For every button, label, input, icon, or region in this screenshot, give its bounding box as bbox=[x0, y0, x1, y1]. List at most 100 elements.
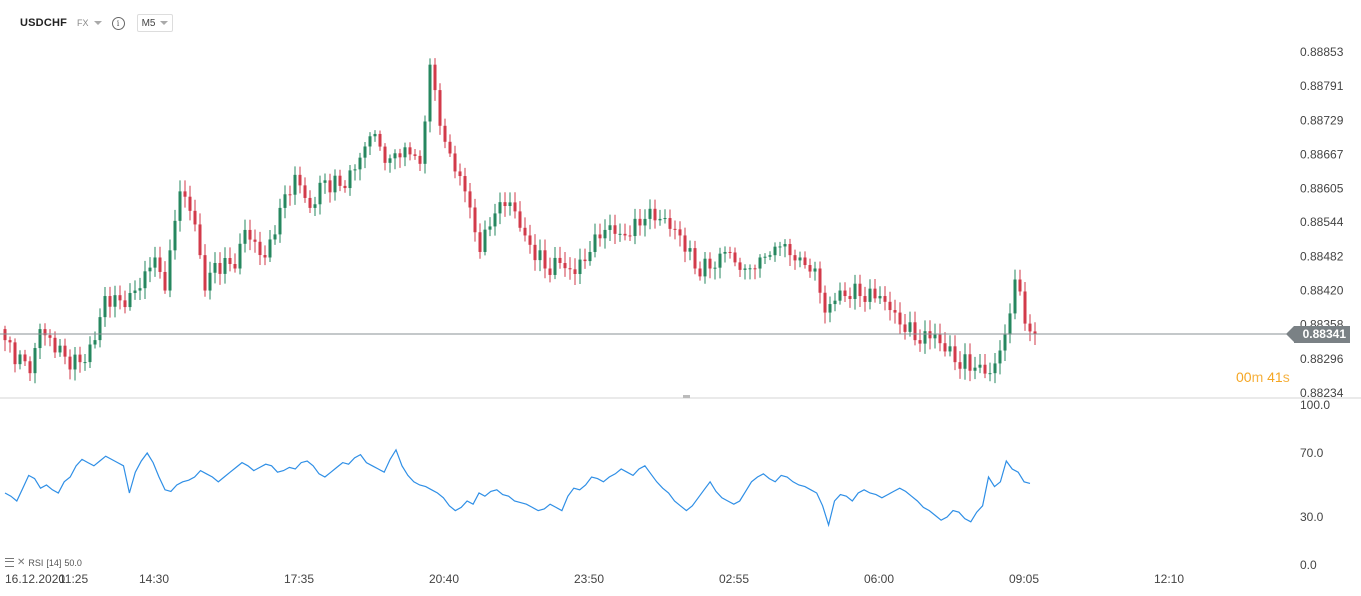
candle-up bbox=[743, 268, 747, 270]
candle-down bbox=[528, 235, 532, 245]
candle-down bbox=[8, 340, 12, 343]
rsi-name: RSI bbox=[28, 557, 44, 568]
rsi-tick-label: 0.0 bbox=[1300, 558, 1317, 572]
candle-down bbox=[188, 196, 192, 211]
candle-down bbox=[1028, 323, 1032, 332]
candle-down bbox=[298, 174, 302, 186]
candle-up bbox=[173, 220, 177, 251]
candle-down bbox=[728, 251, 732, 253]
candle-up bbox=[18, 354, 22, 365]
market-dropdown-icon[interactable] bbox=[93, 21, 102, 25]
candle-up bbox=[88, 344, 92, 363]
candle-up bbox=[268, 239, 272, 258]
candle-down bbox=[623, 233, 627, 236]
candle-up bbox=[403, 147, 407, 158]
candle-up bbox=[933, 334, 937, 339]
candle-up bbox=[358, 157, 362, 170]
candle-up bbox=[853, 283, 857, 299]
rsi-legend: ✕ RSI [14] 50.0 bbox=[5, 557, 82, 568]
candle-down bbox=[408, 147, 412, 155]
candle-down bbox=[53, 337, 57, 353]
candle-up bbox=[908, 322, 912, 332]
chevron-down-icon bbox=[160, 21, 169, 25]
info-icon[interactable]: i bbox=[111, 16, 125, 30]
candle-up bbox=[58, 345, 62, 353]
candle-down bbox=[63, 345, 67, 357]
candle-down bbox=[898, 312, 902, 325]
time-tick-label: 06:00 bbox=[864, 572, 894, 586]
candle-up bbox=[83, 362, 87, 364]
candle-up bbox=[618, 233, 622, 235]
candle-up bbox=[213, 262, 217, 273]
candle-down bbox=[13, 342, 17, 365]
timeframe-select[interactable]: M5 bbox=[136, 14, 174, 32]
candle-down bbox=[913, 322, 917, 341]
candle-up bbox=[773, 246, 777, 256]
candle-down bbox=[523, 227, 527, 236]
candle-down bbox=[668, 218, 672, 229]
candle-down bbox=[248, 229, 252, 240]
candle-down bbox=[583, 259, 587, 262]
candle-down bbox=[943, 343, 947, 352]
time-tick-label: 20:40 bbox=[429, 572, 459, 586]
price-tick-label: 0.88729 bbox=[1300, 113, 1344, 127]
candle-down bbox=[653, 208, 657, 221]
candle-up bbox=[963, 354, 967, 369]
price-tick-label: 0.88420 bbox=[1300, 284, 1344, 298]
candle-down bbox=[193, 210, 197, 225]
candle-down bbox=[233, 263, 237, 269]
candle-up bbox=[868, 288, 872, 302]
candle-up bbox=[178, 191, 182, 221]
candle-down bbox=[793, 255, 797, 261]
candle-up bbox=[238, 243, 242, 269]
menu-icon[interactable] bbox=[5, 558, 14, 567]
candle-down bbox=[918, 340, 922, 344]
candle-up bbox=[718, 253, 722, 268]
timeframe-value: M5 bbox=[141, 17, 156, 29]
candle-down bbox=[433, 64, 437, 91]
rsi-tick-label: 30.0 bbox=[1300, 510, 1324, 524]
candle-up bbox=[113, 295, 117, 307]
candle-up bbox=[948, 346, 952, 352]
time-tick-label: 23:50 bbox=[574, 572, 604, 586]
chart-frame bbox=[0, 395, 1361, 399]
candle-down bbox=[458, 171, 462, 177]
rsi-tick-label: 100.0 bbox=[1300, 398, 1330, 412]
candle-down bbox=[513, 202, 517, 212]
close-icon[interactable]: ✕ bbox=[17, 557, 26, 568]
candle-down bbox=[733, 252, 737, 263]
candle-up bbox=[508, 202, 512, 207]
candle-down bbox=[543, 250, 547, 269]
candle-down bbox=[1018, 279, 1022, 292]
candle-down bbox=[983, 364, 987, 374]
candle-up bbox=[318, 182, 322, 205]
symbol-name[interactable]: USDCHF bbox=[20, 17, 68, 29]
candle-down bbox=[518, 211, 522, 228]
price-tick-label: 0.88791 bbox=[1300, 79, 1344, 93]
candle-up bbox=[243, 229, 247, 244]
candle-down bbox=[448, 141, 452, 154]
candle-up bbox=[748, 268, 752, 270]
price-tick-label: 0.88234 bbox=[1300, 386, 1344, 400]
candle-up bbox=[988, 373, 992, 375]
candle-down bbox=[563, 262, 567, 269]
candle-down bbox=[383, 146, 387, 163]
candlestick-series bbox=[3, 58, 1037, 384]
candle-up bbox=[798, 257, 802, 261]
candle-up bbox=[138, 288, 142, 291]
candle-up bbox=[643, 218, 647, 226]
candle-down bbox=[258, 241, 262, 256]
candle-up bbox=[658, 218, 662, 221]
candle-down bbox=[328, 180, 332, 193]
candle-down bbox=[683, 235, 687, 252]
candle-down bbox=[693, 248, 697, 269]
candle-down bbox=[558, 257, 562, 263]
candle-down bbox=[218, 262, 222, 274]
rsi-line bbox=[4, 448, 1031, 528]
candle-up bbox=[423, 121, 427, 164]
rsi-panel: 100.0 70.0 30.0 0.0 bbox=[4, 398, 1330, 572]
candle-up bbox=[588, 251, 592, 262]
candle-down bbox=[893, 310, 897, 313]
candle-down bbox=[638, 218, 642, 226]
